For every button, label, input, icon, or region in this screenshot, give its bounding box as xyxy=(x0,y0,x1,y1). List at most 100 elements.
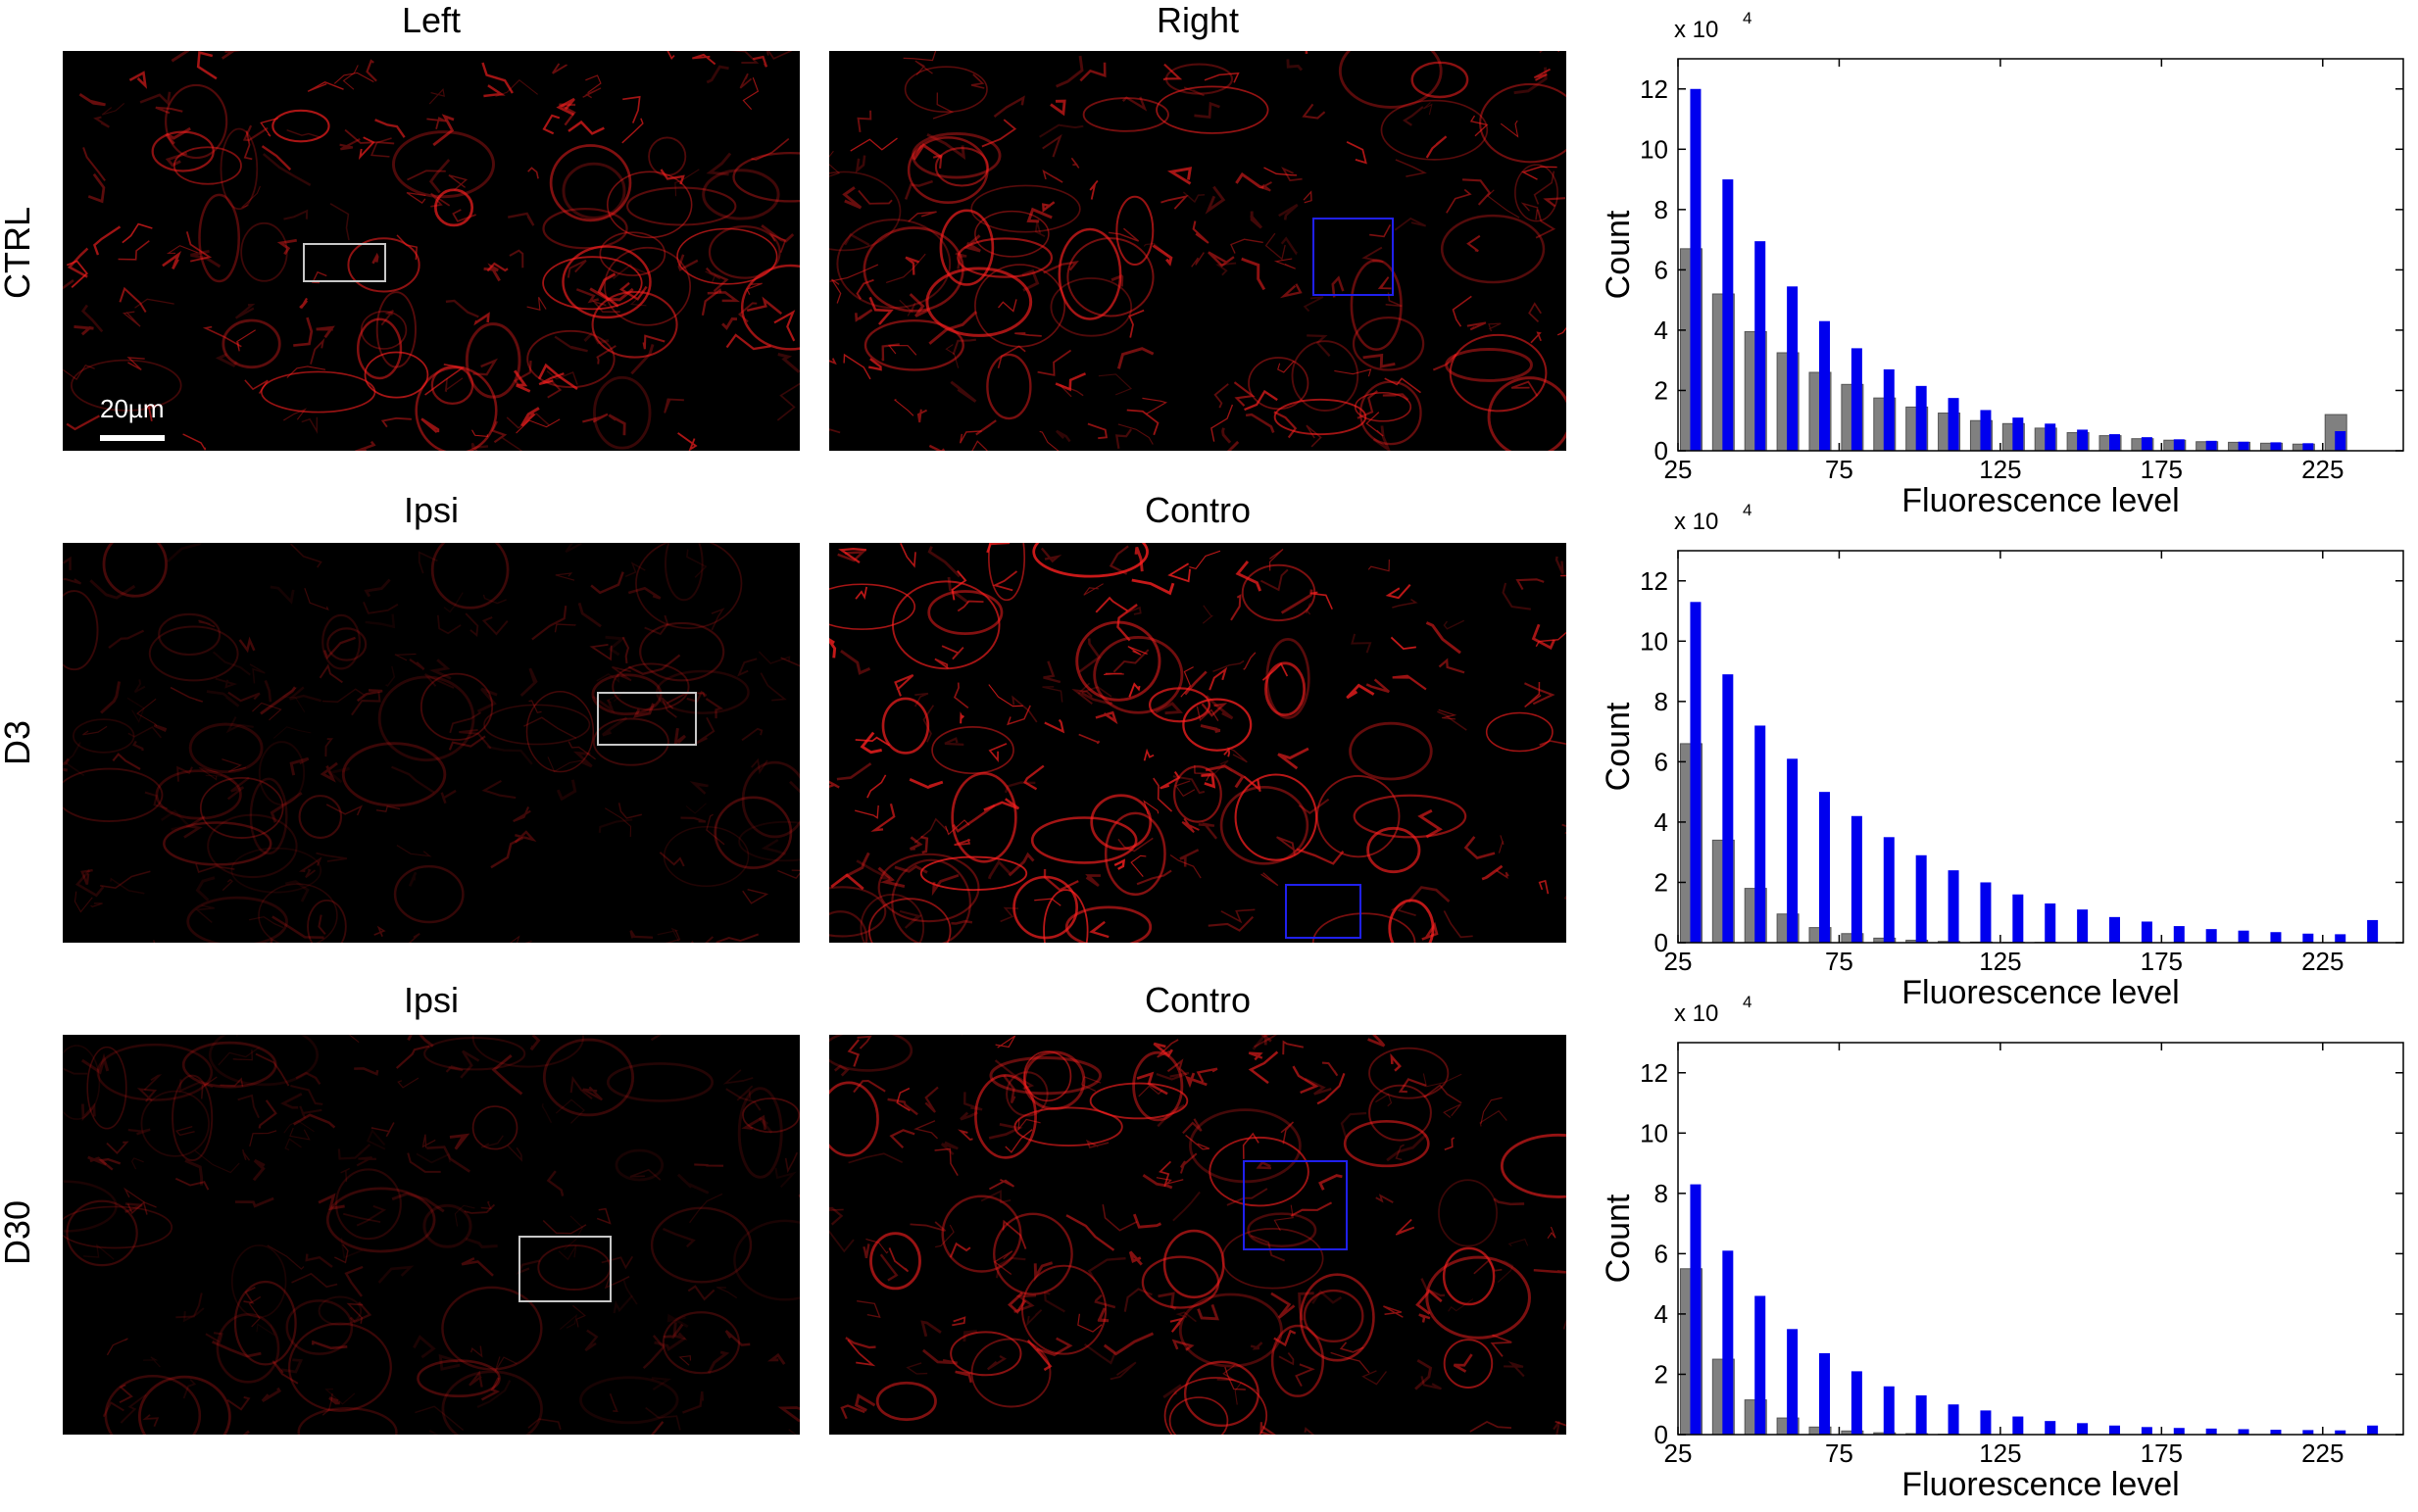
x-tick-label: 25 xyxy=(1664,947,1693,976)
fiber-fragment xyxy=(171,51,190,63)
fiber-fragment xyxy=(449,711,482,734)
fiber-fragment xyxy=(185,231,213,263)
fiber-fragment xyxy=(80,1052,110,1075)
fiber-fragment xyxy=(934,1147,959,1177)
fiber-fragment xyxy=(866,774,887,799)
fiber-fragment xyxy=(916,409,928,423)
fiber-fragment xyxy=(281,686,306,712)
cell-outline xyxy=(356,317,403,380)
fiber-fragment xyxy=(613,264,651,280)
fiber-fragment xyxy=(1158,1292,1177,1310)
fiber-fragment xyxy=(830,873,864,891)
fiber-fragment xyxy=(1234,1382,1258,1405)
cell-outline xyxy=(989,1056,1103,1096)
fiber-fragment xyxy=(577,602,602,628)
plot-area xyxy=(1678,551,2403,943)
fiber-fragment xyxy=(1543,197,1566,208)
fiber-fragment xyxy=(1166,1058,1188,1076)
cell-outline xyxy=(1104,811,1166,897)
fiber-fragment xyxy=(133,679,146,694)
bar-series-blue xyxy=(2270,1430,2282,1435)
cell-outline xyxy=(1438,1179,1499,1247)
fiber-fragment xyxy=(567,741,597,760)
fiber-fragment xyxy=(244,379,269,394)
fiber-fragment xyxy=(272,726,312,739)
fiber-fragment xyxy=(889,1129,915,1149)
fiber-fragment xyxy=(262,153,312,186)
fiber-fragment xyxy=(428,88,445,105)
fiber-fragment xyxy=(74,891,93,913)
fiber-fragment xyxy=(195,863,235,873)
fiber-fragment xyxy=(333,72,374,84)
fiber-fragment xyxy=(220,1077,244,1088)
micrograph-ctrl-right xyxy=(829,51,1566,451)
fiber-fragment xyxy=(952,804,996,833)
fiber-fragment xyxy=(1420,1278,1446,1297)
bar-series-blue xyxy=(1883,368,1895,451)
fiber-fragment xyxy=(893,399,914,416)
cell-outline xyxy=(604,246,692,326)
col-label-right: Right xyxy=(1156,0,1240,40)
fiber-fragment xyxy=(1167,562,1191,583)
fiber-fragment xyxy=(837,551,866,562)
cell-outline xyxy=(222,318,281,369)
fiber-fragment xyxy=(761,224,795,243)
fiber-fragment xyxy=(630,344,655,375)
cell-outline xyxy=(1030,816,1138,864)
fiber-fragment xyxy=(1205,695,1234,720)
fiber-fragment xyxy=(316,852,348,862)
fiber-fragment xyxy=(725,333,771,351)
fiber-fragment xyxy=(472,358,499,376)
fiber-fragment xyxy=(1264,232,1286,261)
fiber-fragment xyxy=(175,1293,203,1319)
fiber-fragment xyxy=(443,592,464,613)
bar-series-blue xyxy=(2238,1429,2249,1435)
fiber-fragment xyxy=(1422,1073,1462,1088)
fiber-fragment xyxy=(348,1035,360,1044)
fiber-fragment xyxy=(1114,428,1133,449)
fiber-fragment xyxy=(1498,835,1505,854)
fiber-fragment xyxy=(144,791,168,810)
cell-outline xyxy=(1440,214,1546,284)
fiber-fragment xyxy=(465,1237,498,1248)
bar-series-blue xyxy=(2367,919,2379,943)
fiber-fragment xyxy=(657,927,680,943)
fiber-fragment xyxy=(1102,1203,1138,1232)
fiber-fragment xyxy=(290,1084,323,1105)
fiber-fragment xyxy=(119,286,147,314)
cell-outline xyxy=(607,171,693,239)
bar-series-blue xyxy=(1948,398,1959,451)
fiber-fragment xyxy=(1507,1239,1529,1247)
fiber-fragment xyxy=(1208,915,1255,932)
fiber-fragment xyxy=(165,126,191,145)
fiber-fragment xyxy=(426,117,447,129)
fiber-fragment xyxy=(879,1253,899,1282)
fiber-fragment xyxy=(1306,424,1322,448)
y-tick-label: 10 xyxy=(1640,626,1668,656)
fiber-fragment xyxy=(677,432,698,451)
fiber-fragment xyxy=(1194,764,1211,781)
fiber-fragment xyxy=(1126,409,1160,436)
cell-outline xyxy=(986,353,1032,420)
cell-outline xyxy=(702,169,780,220)
fiber-fragment xyxy=(546,369,578,385)
cell-outline xyxy=(471,1035,585,1068)
fiber-fragment xyxy=(761,838,787,856)
fiber-fragment xyxy=(153,940,156,943)
x-tick-label: 175 xyxy=(2141,947,2183,976)
fiber-fragment xyxy=(1155,702,1184,715)
fiber-fragment xyxy=(850,137,898,152)
fiber-fragment xyxy=(1042,170,1063,183)
fiber-fragment xyxy=(952,338,976,356)
fiber-fragment xyxy=(829,780,840,789)
cell-outline xyxy=(1368,1084,1432,1142)
cell-outline xyxy=(271,109,330,143)
cell-outline xyxy=(419,672,494,741)
fiber-fragment xyxy=(941,1141,959,1156)
cell-outline xyxy=(73,718,135,754)
fiber-fragment xyxy=(519,667,538,697)
fiber-fragment xyxy=(516,418,561,434)
fiber-fragment xyxy=(1423,102,1433,116)
fiber-fragment xyxy=(87,172,106,204)
micrograph-ctrl-left: 20µm xyxy=(63,51,800,451)
